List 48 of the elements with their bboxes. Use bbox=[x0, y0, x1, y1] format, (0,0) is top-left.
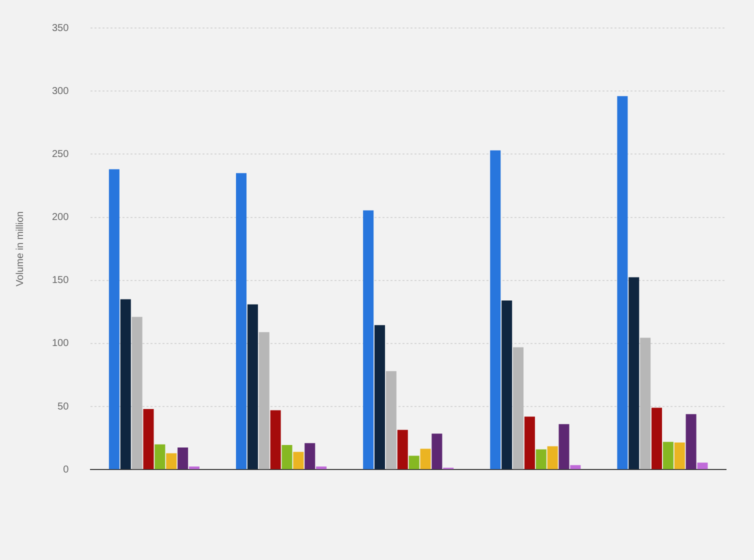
bar bbox=[166, 453, 177, 470]
bar bbox=[570, 465, 581, 470]
bar bbox=[143, 409, 154, 470]
bar bbox=[558, 424, 570, 470]
bar bbox=[108, 169, 120, 470]
bar bbox=[374, 325, 386, 470]
bar bbox=[188, 466, 200, 470]
bar bbox=[270, 410, 281, 470]
bar bbox=[247, 304, 258, 470]
bar bbox=[524, 416, 535, 470]
bar bbox=[432, 434, 442, 470]
bar bbox=[628, 277, 640, 470]
bar bbox=[363, 210, 374, 470]
bar bbox=[420, 448, 431, 470]
bar bbox=[640, 338, 651, 470]
bar bbox=[154, 444, 166, 470]
bar bbox=[282, 444, 292, 470]
bar bbox=[397, 430, 408, 470]
y-tick-label: 100 bbox=[52, 338, 70, 350]
y-tick-label: 300 bbox=[52, 86, 70, 97]
y-tick-label: 350 bbox=[52, 22, 70, 34]
bar bbox=[386, 371, 396, 470]
bar bbox=[490, 150, 501, 470]
bar bbox=[674, 442, 685, 470]
bar bbox=[316, 466, 327, 470]
bar bbox=[178, 448, 188, 470]
bar bbox=[304, 443, 316, 470]
y-axis-title: Volume in million bbox=[14, 211, 26, 286]
y-tick-label: 200 bbox=[52, 212, 70, 224]
bar bbox=[502, 300, 512, 470]
bar bbox=[132, 316, 142, 470]
bar bbox=[293, 452, 304, 470]
bar bbox=[258, 332, 270, 470]
bar bbox=[512, 347, 524, 470]
bar bbox=[547, 446, 558, 470]
bar bbox=[662, 442, 674, 470]
bar bbox=[651, 408, 662, 470]
bar bbox=[686, 414, 696, 470]
bar bbox=[408, 456, 420, 470]
y-tick-label: 0 bbox=[63, 464, 70, 476]
y-tick-label: 150 bbox=[52, 275, 70, 286]
bar bbox=[536, 449, 546, 470]
bar bbox=[236, 173, 247, 470]
bar bbox=[120, 299, 131, 470]
y-tick-label: 50 bbox=[58, 401, 70, 412]
bar bbox=[697, 462, 708, 470]
y-tick-label: 250 bbox=[52, 148, 70, 160]
bar bbox=[617, 96, 628, 470]
